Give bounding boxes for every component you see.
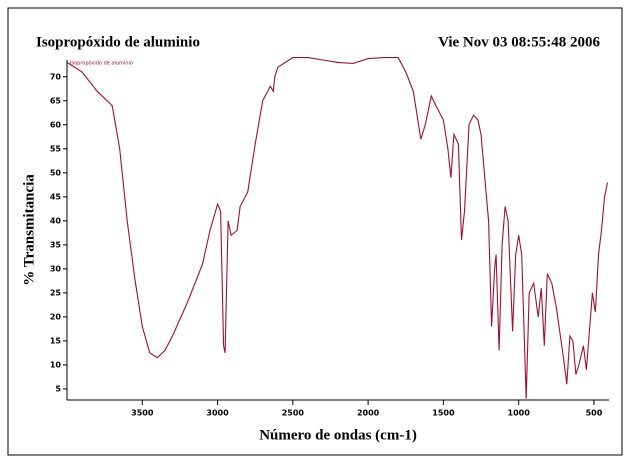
frame — [7, 7, 623, 456]
x-tick-label: 2500 — [282, 409, 305, 418]
y-tick-label: 35 — [50, 240, 62, 249]
x-axis-label: Número de ondas (cm-1) — [259, 427, 417, 443]
x-tick-label: 3500 — [131, 409, 154, 418]
y-tick-label: 65 — [50, 96, 62, 105]
x-tick-label: 1000 — [508, 409, 531, 418]
x-tick-label: 2000 — [357, 409, 380, 418]
y-tick-label: 45 — [50, 192, 62, 201]
spectrum-line — [66, 57, 609, 399]
y-tick-label: 50 — [50, 168, 62, 177]
timestamp: Vie Nov 03 08:55:48 2006 — [438, 34, 600, 50]
y-tick-label: 15 — [50, 336, 62, 345]
x-tick-label: 500 — [586, 409, 603, 418]
y-tick-label: 25 — [50, 288, 62, 297]
y-tick-label: 40 — [50, 216, 62, 225]
y-tick-label: 60 — [50, 120, 62, 129]
chart-title: Isopropóxido de aluminio — [36, 34, 200, 50]
legend-label: Isopropóxido de aluminio — [70, 60, 133, 67]
y-tick-label: 20 — [50, 312, 62, 321]
x-tick-label: 1500 — [432, 409, 455, 418]
y-axis-label: % Transmitancia — [21, 174, 37, 286]
y-tick-label: 70 — [50, 72, 62, 81]
y-tick-label: 5 — [55, 384, 61, 393]
y-tick-label: 30 — [50, 264, 62, 273]
x-tick-label: 3000 — [206, 409, 229, 418]
y-tick-label: 10 — [50, 360, 62, 369]
y-tick-label: 55 — [50, 144, 62, 153]
